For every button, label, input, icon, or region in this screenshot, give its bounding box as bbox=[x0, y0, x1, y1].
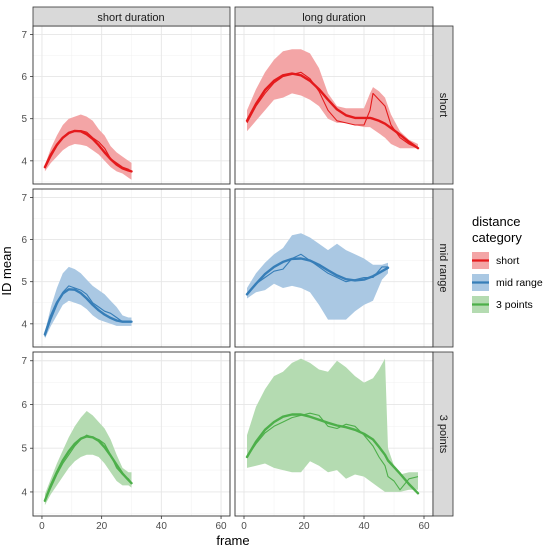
ribbon-3-points bbox=[44, 411, 132, 506]
legend-label-short: short bbox=[496, 255, 519, 267]
y-axis-title: ID mean bbox=[0, 246, 14, 295]
panel-3-points-short-duration bbox=[32, 351, 231, 517]
series-line-short bbox=[246, 71, 419, 149]
strip-column-1-label: short duration bbox=[97, 12, 164, 24]
legend: distance category short mid range 3 poin… bbox=[472, 214, 543, 313]
x-tick-label: 20 bbox=[298, 521, 310, 532]
y-tick-label: 7 bbox=[21, 30, 27, 41]
strip-column-1-background bbox=[32, 6, 231, 27]
smooth-line-short bbox=[43, 129, 133, 173]
strip-row-1: short bbox=[432, 25, 454, 185]
x-axis-title: frame bbox=[216, 533, 249, 548]
strip-row-2: mid range bbox=[432, 188, 454, 348]
panel-3-points-long-duration bbox=[234, 351, 434, 517]
panel-3-points-short-duration-border bbox=[32, 351, 231, 517]
legend-label-3-points: 3 points bbox=[496, 299, 533, 311]
strip-column-2: long duration bbox=[234, 6, 434, 27]
panels-layer bbox=[32, 25, 434, 517]
smooth-line-mid-range bbox=[43, 288, 133, 336]
legend-title-line-1: distance bbox=[472, 214, 520, 229]
legend-item-short[interactable]: short bbox=[472, 252, 519, 269]
x-tick-label: 40 bbox=[156, 521, 168, 532]
y-tick-label: 6 bbox=[21, 235, 27, 246]
y-tick-label: 7 bbox=[21, 356, 27, 367]
smooth-line-short bbox=[245, 72, 420, 150]
y-tick-label: 4 bbox=[21, 487, 27, 498]
strip-row-1-label: short bbox=[437, 93, 449, 117]
y-tick-label: 6 bbox=[21, 72, 27, 83]
x-tick-label: 60 bbox=[418, 521, 430, 532]
strip-row-2-background bbox=[432, 188, 454, 348]
x-tick-label: 0 bbox=[241, 521, 247, 532]
ribbon-mid-range bbox=[247, 233, 388, 320]
y-tick-label: 7 bbox=[21, 193, 27, 204]
x-tick-label: 0 bbox=[39, 521, 45, 532]
legend-title-line-2: category bbox=[472, 230, 522, 245]
strip-column-1: short duration bbox=[32, 6, 231, 27]
y-tick-label: 4 bbox=[21, 156, 27, 167]
smooth-line-3-points bbox=[245, 413, 420, 495]
y-tick-label: 6 bbox=[21, 400, 27, 411]
strip-row-3-background bbox=[432, 351, 454, 517]
y-tick-label: 5 bbox=[21, 277, 27, 288]
panel-mid-range-short-duration-border bbox=[32, 188, 231, 348]
ribbon-short bbox=[44, 114, 132, 180]
legend-item-mid-range[interactable]: mid range bbox=[472, 274, 543, 291]
smooth-line-3-points bbox=[43, 435, 133, 502]
strip-column-2-background bbox=[234, 6, 434, 27]
panel-short-long-duration bbox=[234, 25, 434, 185]
strip-row-3-label: 3 points bbox=[437, 415, 449, 454]
strip-column-2-label: long duration bbox=[302, 12, 366, 24]
y-tick-label: 5 bbox=[21, 444, 27, 455]
panel-mid-range-short-duration bbox=[32, 188, 231, 348]
legend-item-3-points[interactable]: 3 points bbox=[472, 296, 533, 313]
x-tick-label: 20 bbox=[96, 521, 108, 532]
ribbon-mid-range bbox=[44, 266, 132, 339]
strip-row-1-background bbox=[432, 25, 454, 185]
panel-short-short-duration bbox=[32, 25, 231, 185]
ticks-layer: 4 5 6 7 4 5 6 7 4 5 6 7 0 20 40 60 0 20 40 60 bbox=[21, 30, 430, 532]
panel-mid-range-long-duration bbox=[234, 188, 434, 348]
y-tick-label: 4 bbox=[21, 319, 27, 330]
smooth-line-mid-range bbox=[245, 257, 390, 296]
legend-label-mid-range: mid range bbox=[496, 277, 543, 289]
strip-row-3: 3 points bbox=[432, 351, 454, 517]
x-tick-label: 40 bbox=[358, 521, 370, 532]
strip-row-2-label: mid range bbox=[437, 244, 449, 293]
y-tick-label: 5 bbox=[21, 114, 27, 125]
x-tick-label: 60 bbox=[215, 521, 227, 532]
